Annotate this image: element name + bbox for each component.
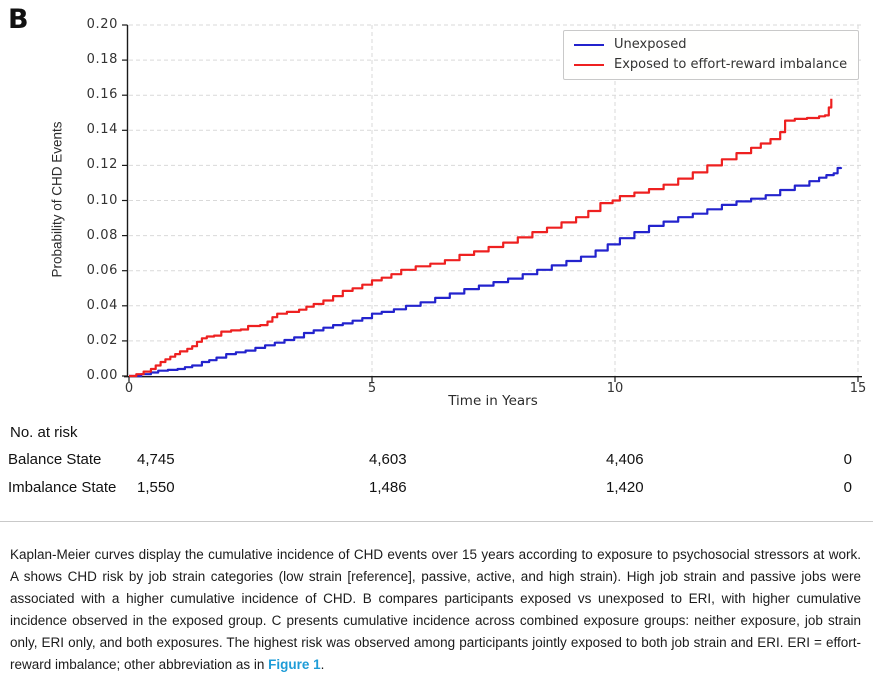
risk-cell: 4,603 bbox=[369, 451, 407, 468]
y-tick-label: 0.04 bbox=[86, 297, 118, 313]
legend: Unexposed Exposed to effort-reward imbala… bbox=[563, 30, 859, 80]
legend-line-swatch bbox=[574, 63, 604, 66]
y-tick-label: 0.02 bbox=[86, 332, 118, 348]
legend-line-swatch bbox=[574, 43, 604, 46]
y-tick-label: 0.06 bbox=[86, 262, 118, 278]
y-tick-label: 0.12 bbox=[86, 157, 118, 173]
axes bbox=[122, 24, 862, 382]
x-tick-label: 5 bbox=[367, 381, 377, 396]
risk-table-row: Imbalance State 1,550 1,486 1,420 0 bbox=[0, 479, 873, 499]
y-tick-label: 0.00 bbox=[86, 368, 118, 383]
y-tick-label: 0.14 bbox=[86, 122, 118, 138]
risk-table-header: No. at risk bbox=[10, 424, 78, 441]
risk-cell: 4,745 bbox=[137, 451, 175, 468]
risk-cell: 1,420 bbox=[606, 479, 644, 496]
risk-row-label: Imbalance State bbox=[8, 479, 117, 496]
risk-row-label: Balance State bbox=[8, 451, 102, 468]
km-chart-panel-b: B 0.00 0.02 0.04 0.06 0.08 0.10 0.12 0.14 0.16 0.… bbox=[8, 4, 867, 409]
number-at-risk-table: No. at risk Balance State 4,745 4,603 4,406… bbox=[0, 415, 873, 515]
figure-1-link[interactable]: Figure 1 bbox=[268, 656, 321, 672]
risk-cell: 0 bbox=[843, 479, 852, 496]
risk-cell: 1,486 bbox=[369, 479, 407, 496]
y-tick-label: 0.10 bbox=[86, 192, 118, 208]
caption-divider bbox=[0, 521, 873, 522]
legend-label: Unexposed bbox=[614, 37, 687, 52]
y-tick-label: 0.18 bbox=[86, 52, 118, 68]
x-tick-label: 10 bbox=[606, 381, 624, 396]
figure-caption: Kaplan-Meier curves display the cumulati… bbox=[10, 544, 861, 676]
x-tick-label: 0 bbox=[124, 381, 134, 396]
panel-letter: B bbox=[8, 4, 30, 35]
risk-cell: 0 bbox=[843, 451, 852, 468]
y-tick-label: 0.08 bbox=[86, 227, 118, 243]
risk-table-row: Balance State 4,745 4,603 4,406 0 bbox=[0, 451, 873, 471]
legend-item: Unexposed bbox=[574, 37, 848, 52]
caption-text-end: . bbox=[320, 656, 325, 672]
caption-text: Kaplan-Meier curves display the cumulati… bbox=[10, 546, 861, 672]
y-tick-label: 0.20 bbox=[86, 17, 118, 32]
x-tick-label: 15 bbox=[849, 381, 867, 396]
survival-curves bbox=[129, 98, 843, 378]
y-axis-title: Probability of CHD Events bbox=[49, 121, 65, 278]
x-axis-title: Time in Years bbox=[448, 393, 538, 409]
risk-cell: 4,406 bbox=[606, 451, 644, 468]
y-tick-label: 0.16 bbox=[86, 87, 118, 103]
curve-exposed bbox=[129, 98, 833, 378]
legend-item: Exposed to effort-reward imbalance bbox=[574, 57, 848, 72]
legend-label: Exposed to effort-reward imbalance bbox=[614, 57, 848, 72]
curve-unexposed bbox=[129, 166, 843, 378]
risk-cell: 1,550 bbox=[137, 479, 175, 496]
km-plot bbox=[122, 24, 862, 382]
